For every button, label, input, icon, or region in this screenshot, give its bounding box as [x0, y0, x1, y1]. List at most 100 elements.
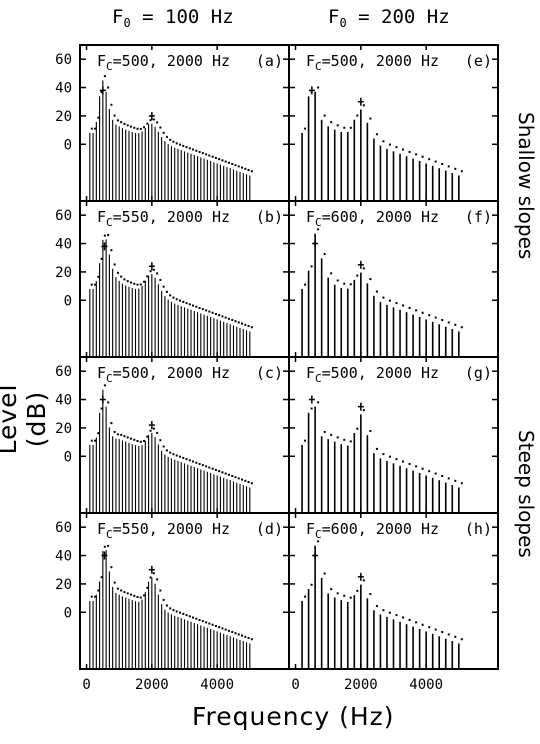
envelope-dot	[310, 265, 313, 268]
envelope-dot	[362, 579, 365, 582]
envelope-dot	[231, 318, 234, 321]
envelope-dot	[113, 581, 116, 584]
envelope-dot	[362, 409, 365, 412]
envelope-dot	[178, 299, 181, 302]
envelope-dot	[192, 460, 195, 463]
envelope-dot	[103, 234, 106, 237]
envelope-dot	[241, 634, 244, 637]
envelope-dot	[250, 482, 253, 485]
envelope-dot	[107, 234, 110, 237]
envelope-dot	[441, 630, 444, 633]
envelope-dot	[247, 481, 250, 484]
envelope-dot	[244, 479, 247, 482]
panel-label: (h)	[465, 520, 492, 538]
column-header-left: F0 = 100 Hz	[112, 6, 234, 30]
envelope-dot	[107, 401, 110, 404]
envelope-dot	[362, 104, 365, 107]
y-tick-label: 0	[64, 449, 72, 465]
envelope-dot	[402, 304, 405, 307]
envelope-dot	[395, 302, 398, 305]
envelope-dot	[421, 467, 424, 470]
envelope-dot	[182, 300, 185, 303]
envelope-dot	[116, 271, 119, 274]
y-tick-label: 40	[55, 393, 72, 409]
envelope-dot	[188, 303, 191, 306]
envelope-dot	[152, 118, 155, 121]
envelope-dot	[356, 274, 359, 277]
envelope-dot	[126, 436, 129, 439]
envelope-dot	[454, 479, 457, 482]
envelope-dot	[116, 433, 119, 436]
envelope-dot	[123, 278, 126, 281]
envelope-dot	[447, 165, 450, 168]
envelope-dot	[369, 117, 372, 120]
envelope-dot	[97, 589, 100, 592]
envelope-dot	[408, 150, 411, 153]
panel-title: FC=600, 2000 Hz	[306, 208, 439, 229]
envelope-dot	[94, 283, 97, 286]
envelope-dot	[195, 149, 198, 152]
envelope-dot	[107, 86, 110, 89]
envelope-dot	[247, 637, 250, 640]
envelope-dot	[205, 621, 208, 624]
envelope-dot	[178, 455, 181, 458]
envelope-dot	[172, 296, 175, 299]
envelope-dot	[182, 612, 185, 615]
envelope-dot	[369, 278, 372, 281]
envelope-dot	[330, 121, 333, 124]
envelope-dot	[369, 593, 372, 596]
envelope-dot	[237, 477, 240, 480]
envelope-dot	[94, 127, 97, 130]
envelope-dot	[330, 433, 333, 436]
envelope-dot	[218, 314, 221, 317]
envelope-dot	[90, 439, 93, 442]
envelope-dot	[103, 384, 106, 387]
envelope-dot	[421, 155, 424, 158]
envelope-dot	[421, 623, 424, 626]
envelope-dot	[90, 127, 93, 130]
envelope-dot	[330, 588, 333, 591]
envelope-dot	[159, 589, 162, 592]
envelope-dot	[375, 605, 378, 608]
envelope-dot	[323, 253, 326, 256]
y-tick-label: 60	[55, 520, 72, 536]
envelope-dot	[208, 466, 211, 469]
envelope-dot	[415, 309, 418, 312]
envelope-dot	[434, 472, 437, 475]
envelope-dot	[156, 578, 159, 581]
envelope-dot	[231, 162, 234, 165]
envelope-dot	[250, 170, 253, 173]
envelope-dot	[172, 140, 175, 143]
envelope-dot	[129, 125, 132, 128]
envelope-dot	[218, 158, 221, 161]
envelope-dot	[460, 326, 463, 329]
envelope-dot	[211, 467, 214, 470]
envelope-dot	[247, 325, 250, 328]
envelope-dot	[188, 459, 191, 462]
envelope-dot	[152, 572, 155, 575]
envelope-dot	[234, 320, 237, 323]
col-header-right-sub: 0	[339, 16, 347, 30]
envelope-dot	[103, 75, 106, 78]
envelope-dot	[224, 316, 227, 319]
y-tick-label: 60	[55, 364, 72, 380]
envelope-dot	[136, 595, 139, 598]
envelope-dot	[103, 545, 106, 548]
panel-label: (e)	[465, 52, 492, 70]
envelope-dot	[198, 306, 201, 309]
envelope-dot	[156, 272, 159, 275]
envelope-dot	[218, 470, 221, 473]
envelope-dot	[97, 432, 100, 435]
envelope-dot	[129, 281, 132, 284]
envelope-dot	[162, 598, 165, 601]
envelope-dot	[221, 315, 224, 318]
panel-label: (d)	[256, 520, 283, 538]
envelope-dot	[349, 126, 352, 129]
envelope-dot	[237, 165, 240, 168]
envelope-dot	[224, 160, 227, 163]
y-tick-label: 40	[55, 237, 72, 253]
y-tick-label: 60	[55, 52, 72, 68]
envelope-dot	[143, 280, 146, 283]
envelope-dot	[195, 617, 198, 620]
envelope-dot	[149, 429, 152, 432]
